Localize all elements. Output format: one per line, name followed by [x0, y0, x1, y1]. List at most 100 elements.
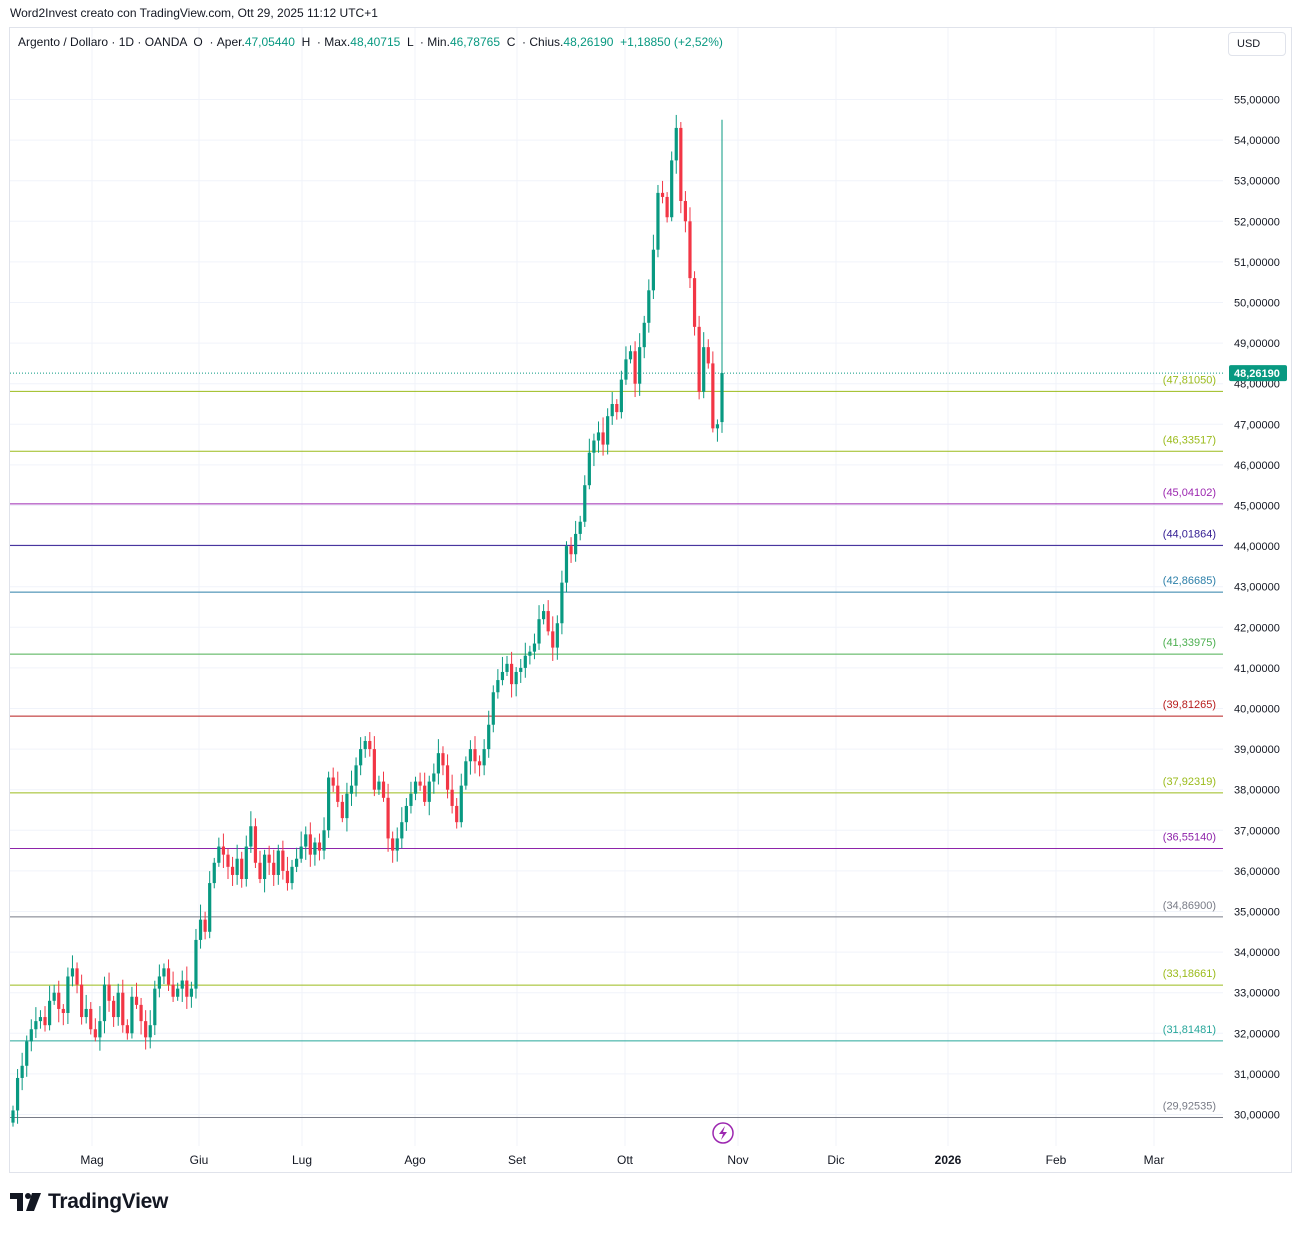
x-tick-label: Ott: [617, 1153, 634, 1167]
legend-open-prefix: Aper.: [216, 35, 245, 49]
y-tick-label: 44,00000: [1234, 541, 1280, 553]
currency-button[interactable]: USD: [1228, 32, 1286, 56]
candle-body: [84, 1008, 88, 1018]
candle-body: [519, 667, 523, 672]
level-label: (37,92319): [1163, 776, 1216, 788]
legend-high-label: H: [301, 35, 311, 49]
candle-body: [43, 1017, 47, 1026]
candle-body: [235, 858, 239, 875]
candle-body: [542, 611, 546, 620]
y-tick-label: 31,00000: [1234, 1069, 1280, 1081]
candle-body: [267, 854, 271, 863]
candle-body: [281, 850, 285, 871]
candle-body: [153, 988, 157, 1026]
y-tick-label: 52,00000: [1234, 216, 1280, 228]
candle-body: [413, 781, 418, 794]
candle-body: [491, 692, 495, 725]
candle-body: [253, 826, 258, 863]
candle-body: [262, 854, 267, 880]
candle-body: [514, 671, 518, 685]
candle-body: [692, 278, 697, 327]
legend-open-value: 47,05440: [244, 35, 295, 49]
candle-body: [528, 651, 532, 656]
candle-body: [144, 1021, 148, 1038]
level-label: (47,81050): [1163, 374, 1216, 386]
candle-body: [363, 740, 367, 750]
candle-body: [628, 351, 633, 360]
tradingview-logo-icon: [10, 1193, 41, 1211]
candle-body: [509, 663, 514, 685]
candle-body: [180, 980, 184, 989]
candle-body: [244, 846, 248, 880]
candle-body: [258, 862, 262, 880]
y-tick-label: 39,00000: [1234, 744, 1280, 756]
legend-low-value: 46,78765: [449, 35, 500, 49]
candle-body: [47, 1000, 52, 1026]
legend-symbol[interactable]: Argento / Dollaro · 1D · OANDA: [18, 35, 187, 49]
candle-body: [226, 854, 230, 867]
candle-body: [38, 1017, 43, 1022]
candle-body: [404, 805, 408, 823]
candle-body: [102, 984, 107, 1022]
candle-body: [455, 805, 459, 823]
candle-body: [176, 988, 180, 997]
candle-body: [15, 1077, 20, 1111]
lightning-icon-glyph: [719, 1126, 727, 1140]
tradingview-logo[interactable]: TradingView: [10, 1190, 168, 1214]
level-label: (33,18661): [1163, 968, 1216, 980]
y-tick-label: 35,00000: [1234, 907, 1280, 919]
candle-body: [683, 201, 688, 222]
x-tick-label: Mar: [1144, 1153, 1165, 1167]
level-label: (31,81481): [1163, 1024, 1216, 1036]
candle-body: [194, 939, 198, 989]
candle-body: [400, 822, 404, 839]
candle-body: [276, 850, 280, 875]
candle-body: [551, 631, 555, 648]
candle-body: [89, 1008, 93, 1030]
level-label: (34,86900): [1163, 900, 1216, 912]
level-label: (29,92535): [1163, 1101, 1216, 1113]
candle-body: [25, 1041, 29, 1066]
y-tick-label: 46,00000: [1234, 460, 1280, 472]
level-label: (36,55140): [1163, 832, 1216, 844]
y-tick-label: 41,00000: [1234, 663, 1280, 675]
candle-body: [208, 883, 212, 932]
legend-close-value: 48,26190: [563, 35, 614, 49]
candle-body: [34, 1021, 38, 1030]
candle-body: [171, 984, 175, 997]
candle-body: [583, 485, 587, 522]
candle-body: [240, 858, 244, 880]
legend-low-label: L: [407, 35, 414, 49]
candle-body: [432, 773, 436, 782]
level-label: (41,33975): [1163, 637, 1216, 649]
y-tick-label: 42,00000: [1234, 622, 1280, 634]
chart-frame: [9, 27, 1292, 1173]
legend-low-prefix: Min.: [427, 35, 450, 49]
candle-body: [134, 996, 139, 1005]
candle-body: [313, 842, 317, 855]
candle-body: [477, 761, 482, 766]
candle-body: [555, 623, 559, 648]
candle-body: [688, 221, 692, 279]
candle-body: [587, 452, 591, 486]
y-tick-label: 33,00000: [1234, 988, 1280, 1000]
candle-body: [459, 785, 463, 823]
last-price-badge: [1229, 365, 1287, 382]
candle-body: [615, 404, 619, 413]
symbol-legend: Argento / Dollaro · 1D · OANDA O · Aper.…: [18, 35, 723, 49]
level-label: (44,01864): [1163, 528, 1216, 540]
candle-body: [221, 846, 226, 855]
candle-body: [317, 842, 322, 851]
y-tick-label: 36,00000: [1234, 866, 1280, 878]
candle-body: [80, 984, 84, 1018]
candle-body: [285, 870, 290, 884]
candle-body: [473, 749, 477, 762]
candle-body: [189, 988, 193, 997]
candle-body: [427, 781, 431, 802]
x-tick-label: Lug: [292, 1153, 312, 1167]
candle-body: [299, 846, 303, 859]
level-label: (45,04102): [1163, 487, 1216, 499]
candle-body: [203, 919, 207, 932]
x-tick-label: Nov: [727, 1153, 748, 1167]
